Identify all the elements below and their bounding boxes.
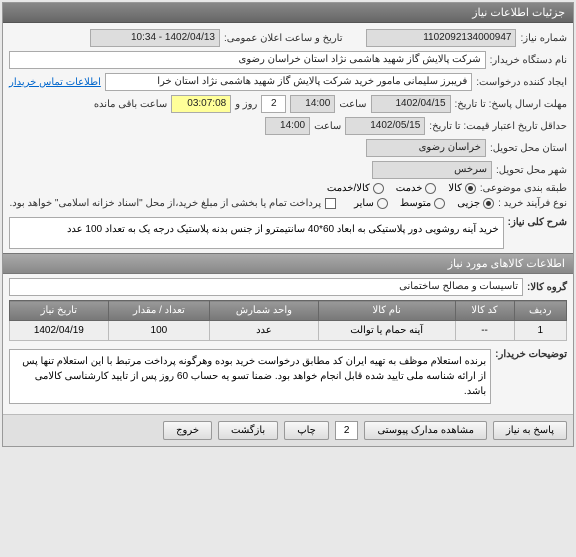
city-field: سرخس [372, 161, 492, 179]
creator-field: فریبرز سلیمانی مامور خرید شرکت پالایش گا… [105, 73, 472, 91]
time-label-2: ساعت [314, 121, 341, 132]
goods-table: ردیف کد کالا نام کالا واحد شمارش تعداد /… [9, 300, 567, 341]
contact-link[interactable]: اطلاعات تماس خریدار [9, 77, 101, 88]
time-label-1: ساعت [339, 99, 366, 110]
proc-medium-label: متوسط [400, 198, 431, 209]
exit-button[interactable]: خروج [163, 421, 212, 440]
proc-small-label: جزیی [457, 198, 480, 209]
buyer-org-field: شرکت پالایش گاز شهید هاشمی نژاد استان خر… [9, 51, 486, 69]
cat-both-label: کالا/خدمت [327, 183, 370, 194]
countdown-field: 03:07:08 [171, 95, 231, 113]
radio-icon [377, 198, 388, 209]
summary-box: خرید آینه روشویی دور پلاستیکی به ابعاد 6… [9, 217, 504, 249]
category-radio-group: کالا خدمت کالا/خدمت [327, 183, 476, 194]
announce-field: 1402/04/13 - 10:34 [90, 29, 220, 47]
cell-qty: 100 [108, 321, 209, 341]
need-number-label: شماره نیاز: [520, 33, 567, 44]
attachments-button[interactable]: مشاهده مدارک پیوستی [364, 421, 487, 440]
summary-label: شرح کلی نیاز: [508, 217, 567, 228]
process-radio-group: جزیی متوسط سایر [354, 198, 494, 209]
col-date: تاریخ نیاز [10, 301, 109, 321]
buyer-notes-label: توضیحات خریدار: [495, 349, 567, 360]
category-label: طبقه بندی موضوعی: [480, 183, 567, 194]
reply-time-field: 14:00 [290, 95, 335, 113]
announce-label: تاریخ و ساعت اعلان عمومی: [224, 33, 343, 44]
cat-goods-radio[interactable]: کالا [448, 183, 476, 194]
cat-service-label: خدمت [396, 183, 423, 194]
radio-icon [483, 198, 494, 209]
validity-label: حداقل تاریخ اعتبار قیمت: تا تاریخ: [429, 121, 567, 132]
remaining-label: ساعت باقی مانده [94, 99, 167, 110]
payment-note: پرداخت تمام یا بخشی از مبلغ خرید،از محل … [10, 198, 322, 209]
radio-icon [465, 183, 476, 194]
proc-other-label: سایر [354, 198, 374, 209]
payment-checkbox[interactable] [325, 198, 336, 209]
group-label: گروه کالا: [527, 282, 567, 293]
days-label: روز و [235, 99, 257, 110]
reply-deadline-label: مهلت ارسال پاسخ: تا تاریخ: [455, 99, 567, 110]
reply-button[interactable]: پاسخ به نیاز [493, 421, 567, 440]
col-code: کد کالا [455, 301, 514, 321]
creator-label: ایجاد کننده درخواست: [476, 77, 567, 88]
group-field: تاسیسات و مصالح ساختمانی [9, 278, 523, 296]
col-name: نام کالا [318, 301, 455, 321]
buyer-notes-box: برنده استعلام موظف به تهیه ایران کد مطاب… [9, 349, 491, 404]
process-label: نوع فرآیند خرید : [498, 198, 567, 209]
radio-icon [373, 183, 384, 194]
radio-icon [434, 198, 445, 209]
print-button[interactable]: چاپ [284, 421, 329, 440]
cell-code: -- [455, 321, 514, 341]
validity-time-field: 14:00 [265, 117, 310, 135]
table-row[interactable]: 1 -- آینه حمام یا توالت عدد 100 1402/04/… [10, 321, 567, 341]
attach-count: 2 [335, 421, 359, 440]
main-panel: جزئیات اطلاعات نیاز شماره نیاز: 11020921… [2, 2, 574, 447]
need-number-field: 1102092134000947 [366, 29, 516, 47]
city-label: شهر محل تحویل: [496, 165, 567, 176]
province-field: خراسان رضوی [366, 139, 486, 157]
buyer-org-label: نام دستگاه خریدار: [490, 55, 567, 66]
goods-sub-header: اطلاعات کالاهای مورد نیاز [3, 253, 573, 274]
col-unit: واحد شمارش [210, 301, 319, 321]
radio-icon [425, 183, 436, 194]
validity-date-field: 1402/05/15 [345, 117, 425, 135]
col-row: ردیف [514, 301, 566, 321]
proc-other-radio[interactable]: سایر [354, 198, 388, 209]
col-qty: تعداد / مقدار [108, 301, 209, 321]
cat-service-radio[interactable]: خدمت [396, 183, 437, 194]
proc-small-radio[interactable]: جزیی [457, 198, 494, 209]
cell-unit: عدد [210, 321, 319, 341]
cell-name: آینه حمام یا توالت [318, 321, 455, 341]
cat-both-radio[interactable]: کالا/خدمت [327, 183, 384, 194]
panel-title: جزئیات اطلاعات نیاز [3, 3, 573, 23]
cat-goods-label: کالا [448, 183, 462, 194]
table-header-row: ردیف کد کالا نام کالا واحد شمارش تعداد /… [10, 301, 567, 321]
cell-date: 1402/04/19 [10, 321, 109, 341]
back-button[interactable]: بازگشت [218, 421, 278, 440]
cell-row: 1 [514, 321, 566, 341]
reply-date-field: 1402/04/15 [371, 95, 451, 113]
panel-body: شماره نیاز: 1102092134000947 تاریخ و ساع… [3, 23, 573, 414]
days-left-field: 2 [261, 95, 286, 113]
button-bar: پاسخ به نیاز مشاهده مدارک پیوستی 2 چاپ ب… [3, 414, 573, 446]
province-label: استان محل تحویل: [490, 143, 567, 154]
proc-medium-radio[interactable]: متوسط [400, 198, 445, 209]
